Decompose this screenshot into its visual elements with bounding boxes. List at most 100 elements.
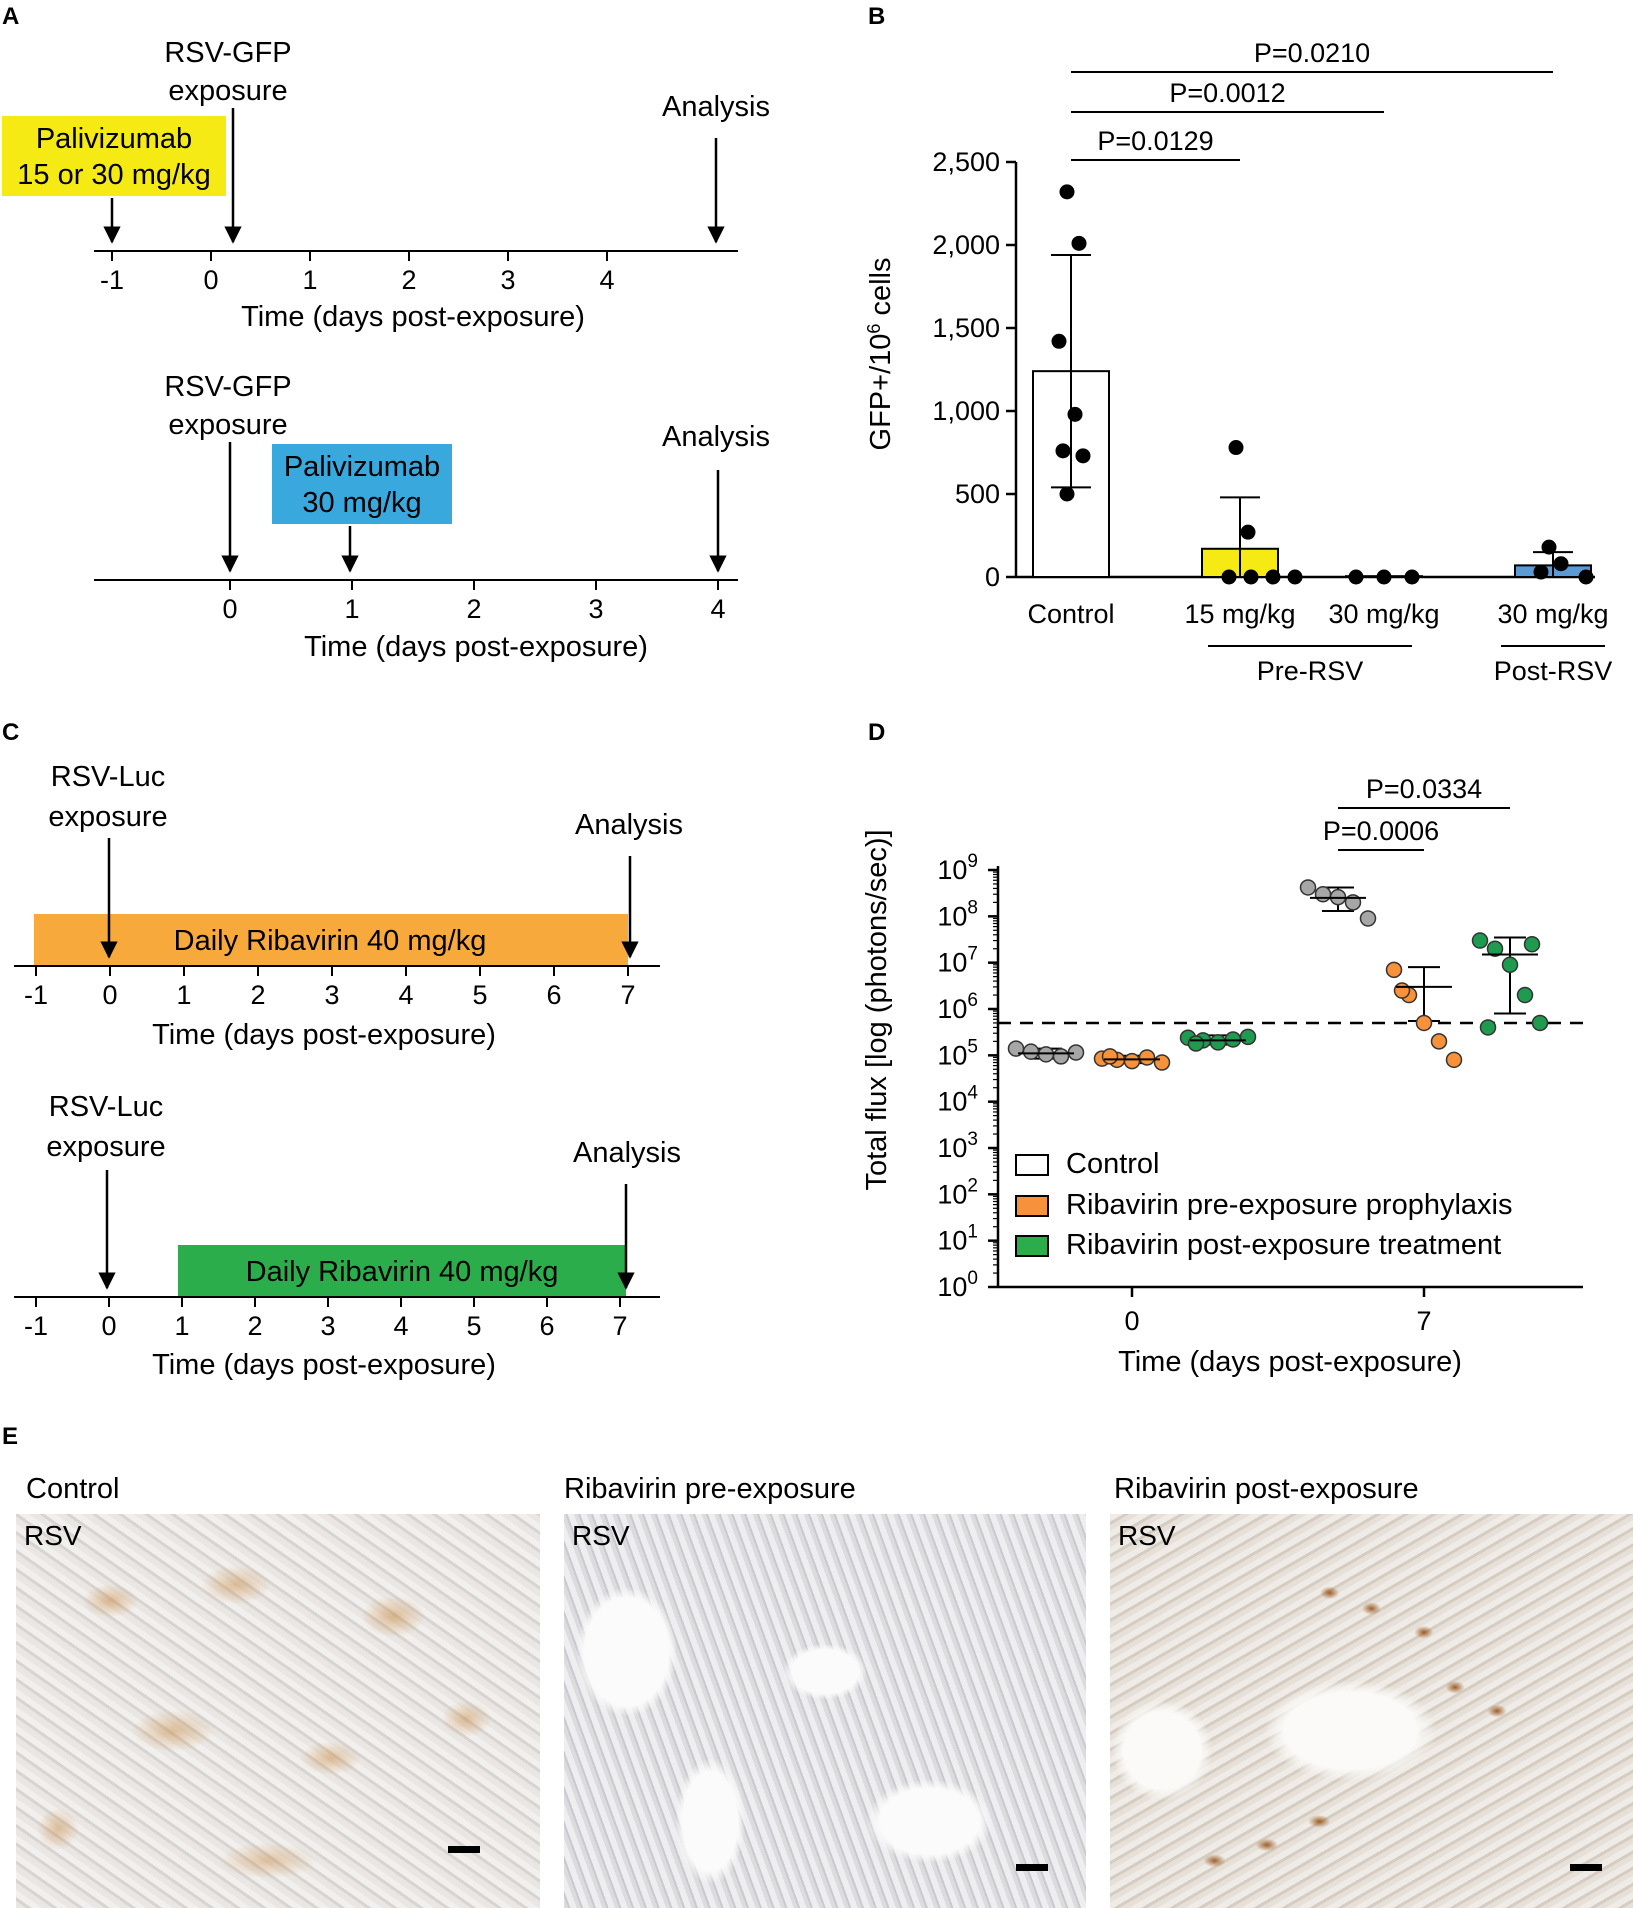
chart-d-legend-label: Ribavirin pre-exposure prophylaxis: [1066, 1189, 1512, 1221]
timeline-tick-label: 2: [247, 1311, 262, 1341]
chart-b-group-label: Post-RSV: [1494, 656, 1613, 686]
panel-letter-e: E: [2, 1423, 18, 1450]
chart-b-point: [1051, 333, 1067, 349]
chart-d-comparison-label: P=0.0006: [1323, 816, 1439, 846]
timeline-tick-label: 4: [393, 1311, 408, 1341]
timeline-tick-label: 3: [320, 1311, 335, 1341]
timeline-tick-label: 5: [466, 1311, 481, 1341]
micrograph-title-control: Control: [26, 1473, 120, 1505]
chart-d-ytick-label: 106: [937, 990, 978, 1024]
micrograph-title-pre: Ribavirin pre-exposure: [564, 1473, 856, 1505]
chart-d-ytick-label: 107: [937, 944, 978, 978]
exposure-label-line1: RSV-Luc: [51, 761, 165, 793]
timeline-ticks: -1 0 1 2 3 4 5 6 7: [24, 966, 636, 1010]
exposure-label-line1: RSV-GFP: [164, 371, 291, 403]
chart-b-point: [1240, 524, 1256, 540]
chart-d-xlabel: Time (days post-exposure): [1118, 1346, 1462, 1378]
chart-d-ytick-label: 108: [937, 897, 978, 931]
chart-b-xtick-label: 15 mg/kg: [1184, 599, 1295, 629]
chart-d-point: [1523, 935, 1541, 953]
chart-b-xtick-label: Control: [1027, 599, 1114, 629]
drug-bar-label: Daily Ribavirin 40 mg/kg: [246, 1256, 559, 1288]
chart-b-point: [1059, 184, 1075, 200]
chart-d-point: [1299, 879, 1317, 896]
timeline-tick-label: 4: [599, 265, 614, 295]
chart-b-point: [1541, 539, 1557, 555]
drug-bar-label: Daily Ribavirin 40 mg/kg: [174, 925, 487, 957]
timeline-tick-label: 1: [174, 1311, 189, 1341]
chart-b-ytick-label: 2,500: [932, 147, 1000, 177]
chart-b-point: [1404, 569, 1420, 585]
timeline-tick-label: -1: [100, 265, 124, 295]
chart-b-point: [1071, 235, 1087, 251]
timeline-axis-label: Time (days post-exposure): [304, 631, 648, 663]
chart-d-point: [1501, 956, 1519, 974]
chart-b-ylabel: GFP+/106 cells: [864, 258, 897, 451]
chart-b-point: [1228, 440, 1244, 456]
timeline-tick-label: 2: [401, 265, 416, 295]
timeline-tick-label: 5: [472, 980, 487, 1010]
chart-d-ytick-label: 101: [937, 1222, 978, 1256]
analysis-label: Analysis: [573, 1137, 681, 1169]
chart-d-point: [1385, 961, 1403, 979]
chart-b-point: [1348, 569, 1364, 585]
chart-d-point: [1101, 1048, 1119, 1065]
chart-b-comparison-label: P=0.0210: [1254, 38, 1370, 68]
drug-label-line2: 15 or 30 mg/kg: [17, 159, 210, 191]
timeline-a-bottom: Palivizumab 30 mg/kg RSV-GFP exposure An…: [94, 371, 770, 663]
chart-d-ytick-label: 100: [937, 1268, 978, 1302]
chart-d-ytick-label: 102: [937, 1175, 978, 1209]
timeline-tick-label: 0: [222, 594, 237, 624]
chart-d-point: [1209, 1034, 1227, 1051]
chart-d-point: [1486, 940, 1504, 957]
chart-d-legend-label: Ribavirin post-exposure treatment: [1066, 1229, 1501, 1261]
chart-b: GFP+/106 cells 0 500 1,000 1,500 2,000 2,500 C…: [864, 38, 1612, 686]
chart-d-point: [1138, 1049, 1156, 1066]
micrograph-tag: RSV: [1118, 1520, 1176, 1551]
panel-letter-b: B: [868, 3, 885, 30]
drug-box: [272, 444, 452, 524]
panel-letter-a: A: [2, 3, 19, 30]
chart-d: Total flux [log (photons/sec)] Time (day…: [861, 774, 1583, 1378]
timeline-tick-label: 1: [344, 594, 359, 624]
chart-b-point: [1059, 486, 1075, 502]
drug-bar: [178, 1245, 626, 1297]
timeline-tick-label: 3: [588, 594, 603, 624]
timeline-tick-label: 4: [710, 594, 725, 624]
timeline-axis-label: Time (days post-exposure): [152, 1349, 496, 1381]
chart-b-comparison-label: P=0.0012: [1169, 78, 1285, 108]
chart-d-legend-swatch: [1015, 1154, 1049, 1176]
drug-label-line2: 30 mg/kg: [302, 487, 421, 519]
scale-bar: [448, 1846, 480, 1853]
timeline-tick-label: 0: [101, 1311, 116, 1341]
timeline-ticks: -1 0 1 2 3 4 5 6 7: [24, 1297, 628, 1341]
timeline-tick-label: 3: [324, 980, 339, 1010]
chart-b-point: [1553, 556, 1569, 572]
timeline-c-top: Daily Ribavirin 40 mg/kg RSV-Luc exposur…: [14, 761, 683, 1051]
chart-d-point: [1239, 1028, 1257, 1046]
chart-b-point: [1287, 569, 1303, 585]
chart-d-ytick-label: 105: [937, 1036, 978, 1070]
timeline-tick-label: 3: [500, 265, 515, 295]
chart-d-point: [1022, 1043, 1040, 1060]
timeline-tick-label: -1: [24, 1311, 48, 1341]
chart-d-point: [1393, 982, 1411, 999]
chart-d-ytick-label: 103: [937, 1129, 978, 1163]
micrograph-control: RSV: [16, 1514, 540, 1908]
timeline-tick-label: 1: [302, 265, 317, 295]
chart-b-point: [1055, 443, 1071, 459]
chart-b-point: [1221, 569, 1237, 585]
timeline-tick-label: 1: [176, 980, 191, 1010]
chart-d-point: [1187, 1035, 1205, 1052]
timeline-ticks: -1 0 1 2 3 4: [100, 251, 615, 295]
panel-letter-c: C: [2, 719, 19, 746]
chart-d-comparison-label: P=0.0334: [1366, 774, 1482, 804]
exposure-label-line1: RSV-Luc: [49, 1091, 163, 1123]
micrograph-tag: RSV: [24, 1520, 82, 1551]
timeline-axis-label: Time (days post-exposure): [241, 301, 585, 333]
timeline-tick-label: -1: [24, 980, 48, 1010]
chart-d-ylabel: Total flux [log (photons/sec)]: [861, 829, 893, 1190]
timeline-tick-label: 6: [539, 1311, 554, 1341]
micrograph-tag: RSV: [572, 1520, 630, 1551]
